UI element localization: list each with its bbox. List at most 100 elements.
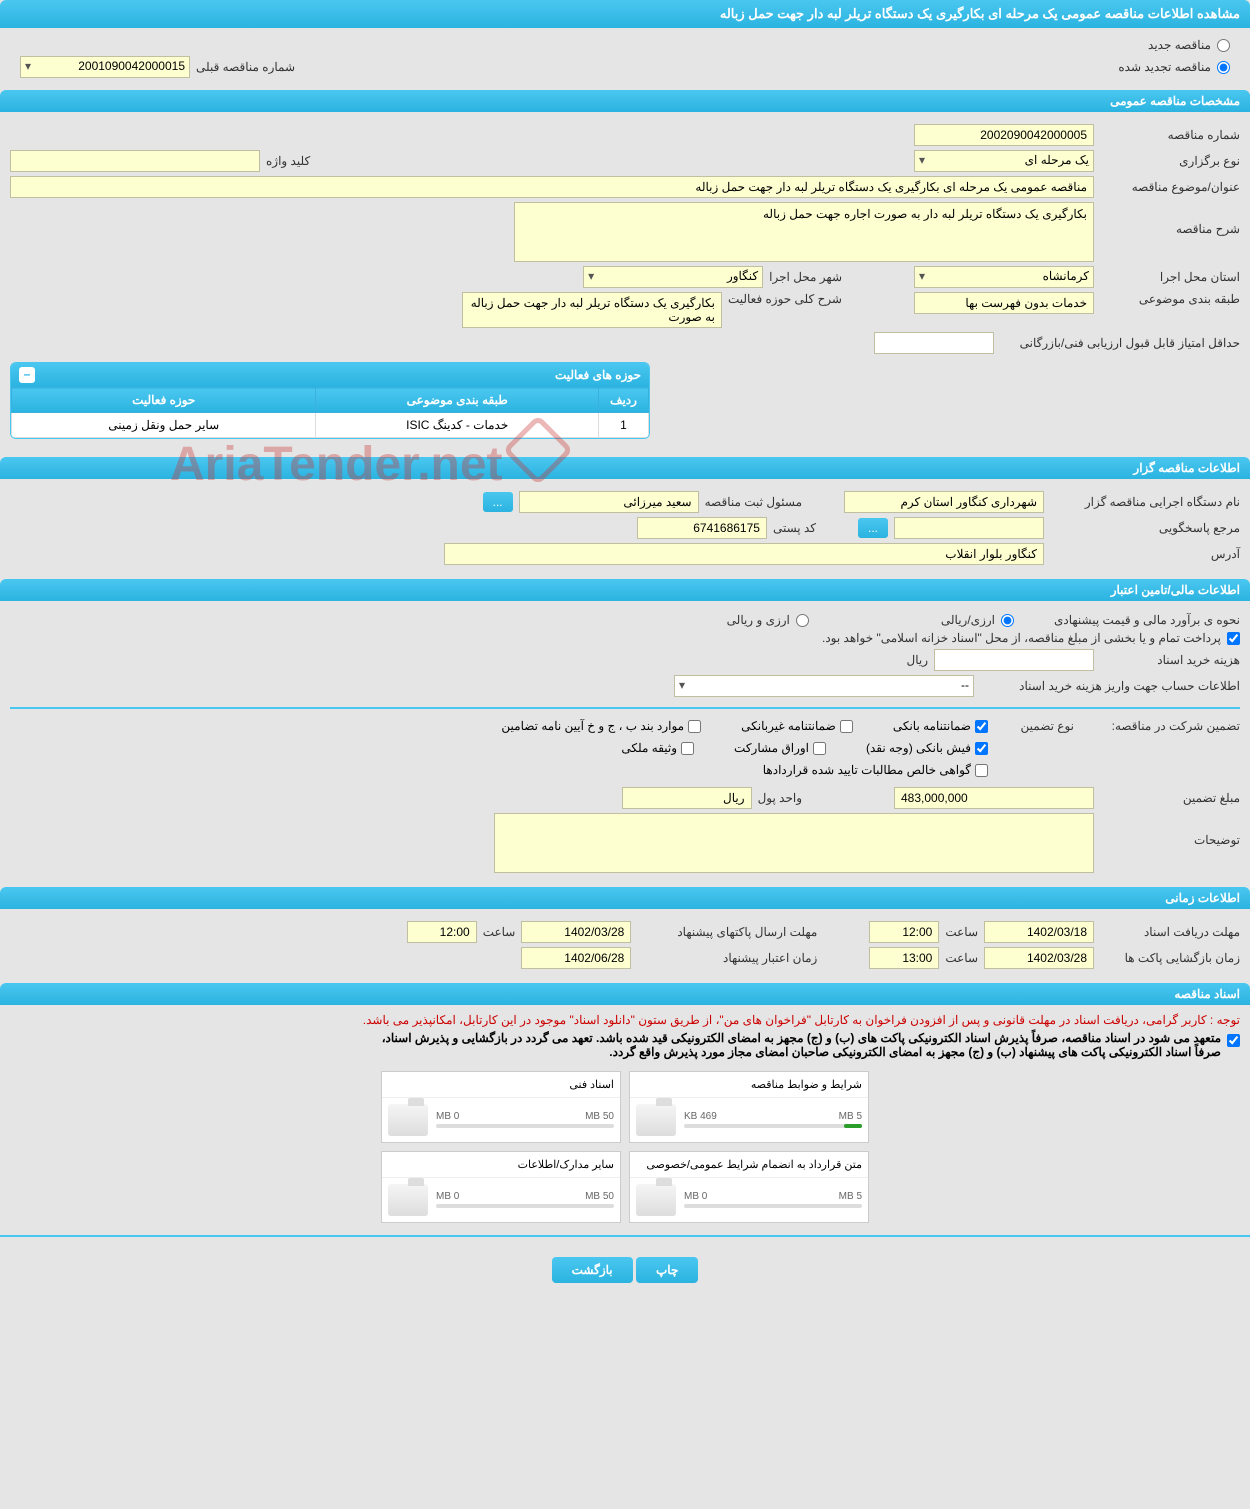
label-city: شهر محل اجرا [769,270,842,284]
activity-table: ردیف طبقه بندی موضوعی حوزه فعالیت 1خدمات… [11,387,649,438]
col-activity: حوزه فعالیت [12,388,316,413]
select-city[interactable]: کنگاور [583,266,763,288]
chk-property[interactable] [681,742,694,755]
select-holding-type[interactable]: یک مرحله ای [914,150,1094,172]
label-reg-officer: مسئول ثبت مناقصه [705,495,802,509]
lbl-bank-receipt: فیش بانکی (وجه نقد) [866,741,971,755]
label-notes: توضیحات [1100,813,1240,847]
lbl-receivables: گواهی خالص مطالبات تایید شده قراردادها [763,763,971,777]
field-min-score[interactable] [874,332,994,354]
section-documents-header: اسناد مناقصه [0,983,1250,1005]
field-validity-date[interactable]: 1402/06/28 [521,947,631,969]
chk-treasury[interactable] [1227,632,1240,645]
lbl-securities: اوراق مشارکت [734,741,809,755]
chk-nonbank-guarantee[interactable] [840,720,853,733]
label-executor: نام دستگاه اجرایی مناقصه گزار [1050,495,1240,509]
radio-both[interactable] [796,614,809,627]
label-validity: زمان اعتبار پیشنهاد [637,951,817,965]
lbl-regulation: موارد بند ب ، ج و خ آیین نامه تضامین [501,719,684,733]
label-estimate: نحوه ی برآورد مالی و قیمت پیشنهادی [1020,613,1240,627]
section-owner-header: اطلاعات مناقصه گزار [0,457,1250,479]
field-doc-deadline-time[interactable]: 12:00 [869,921,939,943]
chk-bank-receipt[interactable] [975,742,988,755]
radio-new-tender[interactable] [1217,39,1230,52]
page-title: مشاهده اطلاعات مناقصه عمومی یک مرحله ای … [0,0,1250,28]
lbl-bank-guarantee: ضمانتنامه بانکی [893,719,971,733]
label-both: ارزی و ریالی [727,613,790,627]
lbl-property: وثیقه ملکی [621,741,677,755]
field-guarantee-amount[interactable]: 483,000,000 [894,787,1094,809]
field-responder[interactable] [894,517,1044,539]
field-notes[interactable] [494,813,1094,873]
folder-icon [636,1184,676,1216]
label-guarantee-section: تضمین شرکت در مناقصه: [1080,719,1240,733]
label-tender-desc: شرح مناقصه [1100,202,1240,236]
notice-red: توجه : کاربر گرامی، دریافت اسناد در مهلت… [10,1013,1240,1027]
button-more-1[interactable]: ... [483,492,513,512]
button-more-2[interactable]: ... [858,518,888,538]
select-prev-number[interactable]: 2001090042000015 [20,56,190,78]
radio-rial[interactable] [1001,614,1014,627]
field-doc-deadline-date[interactable]: 1402/03/18 [984,921,1094,943]
field-address[interactable]: کنگاور بلوار انقلاب [444,543,1044,565]
button-back[interactable]: بازگشت [552,1257,633,1283]
select-province[interactable]: کرمانشاه [914,266,1094,288]
label-packet-send: مهلت ارسال پاکتهای پیشنهاد [637,925,817,939]
label-address: آدرس [1050,547,1240,561]
label-account: اطلاعات حساب جهت واریز هزینه خرید اسناد [980,679,1240,693]
label-keyword: کلید واژه [266,154,310,168]
field-postal: 6741686175 [637,517,767,539]
label-guarantee-amount: مبلغ تضمین [1100,791,1240,805]
chk-commitment[interactable] [1227,1034,1240,1047]
section-timing-header: اطلاعات زمانی [0,887,1250,909]
doc-box[interactable]: اسناد فنی50 MB0 MB [381,1071,621,1143]
field-tender-desc[interactable]: بکارگیری یک دستگاه تریلر لبه دار به صورت… [514,202,1094,262]
chk-receivables[interactable] [975,764,988,777]
label-currency-unit: واحد پول [758,791,802,805]
field-packet-send-time[interactable]: 12:00 [407,921,477,943]
chk-securities[interactable] [813,742,826,755]
doc-box-title: اسناد فنی [382,1072,620,1098]
doc-box[interactable]: سایر مدارک/اطلاعات50 MB0 MB [381,1151,621,1223]
field-keyword[interactable] [10,150,260,172]
folder-icon [388,1104,428,1136]
label-guarantee-type: نوع تضمین [994,719,1074,733]
select-account[interactable]: -- [674,675,974,697]
field-doc-fee[interactable] [934,649,1094,671]
field-currency-unit: ریال [622,787,752,809]
field-tender-title[interactable]: مناقصه عمومی یک مرحله ای بکارگیری یک دست… [10,176,1094,198]
label-responder: مرجع پاسخگویی [1050,521,1240,535]
label-tender-title: عنوان/موضوع مناقصه [1100,180,1240,194]
field-opening-time[interactable]: 13:00 [869,947,939,969]
radio-renewed-tender[interactable] [1217,61,1230,74]
field-packet-send-date[interactable]: 1402/03/28 [521,921,631,943]
label-prev-number: شماره مناقصه قبلی [196,60,295,74]
folder-icon [388,1184,428,1216]
doc-box[interactable]: متن قرارداد به انضمام شرایط عمومی/خصوصی5… [629,1151,869,1223]
chk-bank-guarantee[interactable] [975,720,988,733]
doc-box-title: متن قرارداد به انضمام شرایط عمومی/خصوصی [630,1152,868,1178]
field-opening-date[interactable]: 1402/03/28 [984,947,1094,969]
doc-box-title: سایر مدارک/اطلاعات [382,1152,620,1178]
field-executor: شهرداری کنگاور استان کرم [844,491,1044,513]
field-reg-officer: سعید میرزائی [519,491,699,513]
folder-icon [636,1104,676,1136]
button-print[interactable]: چاپ [636,1257,698,1283]
label-packet-send-time: ساعت [483,925,516,939]
field-category: خدمات بدون فهرست بها [914,292,1094,314]
panel-collapse-icon[interactable]: – [19,367,35,383]
label-renewed-tender: مناقصه تجدید شده [1118,60,1211,74]
label-activity-desc: شرح کلی حوزه فعالیت [728,292,842,306]
label-rial-unit: ریال [906,653,928,667]
notice1: متعهد می شود در اسناد مناقصه، صرفاً پذیر… [382,1031,1221,1045]
label-category: طبقه بندی موضوعی [1100,292,1240,306]
table-row: 1خدمات - کدینگ ISICسایر حمل ونقل زمینی [12,413,649,438]
field-activity-desc: بکارگیری یک دستگاه تریلر لبه دار جهت حمل… [462,292,722,328]
label-doc-fee: هزینه خرید اسناد [1100,653,1240,667]
col-row: ردیف [599,388,649,413]
lbl-nonbank-guarantee: ضمانتنامه غیربانکی [741,719,836,733]
chk-regulation[interactable] [688,720,701,733]
section-financial-header: اطلاعات مالی/تامین اعتبار [0,579,1250,601]
label-postal: کد پستی [773,521,816,535]
doc-box[interactable]: شرایط و ضوابط مناقصه5 MB469 KB [629,1071,869,1143]
